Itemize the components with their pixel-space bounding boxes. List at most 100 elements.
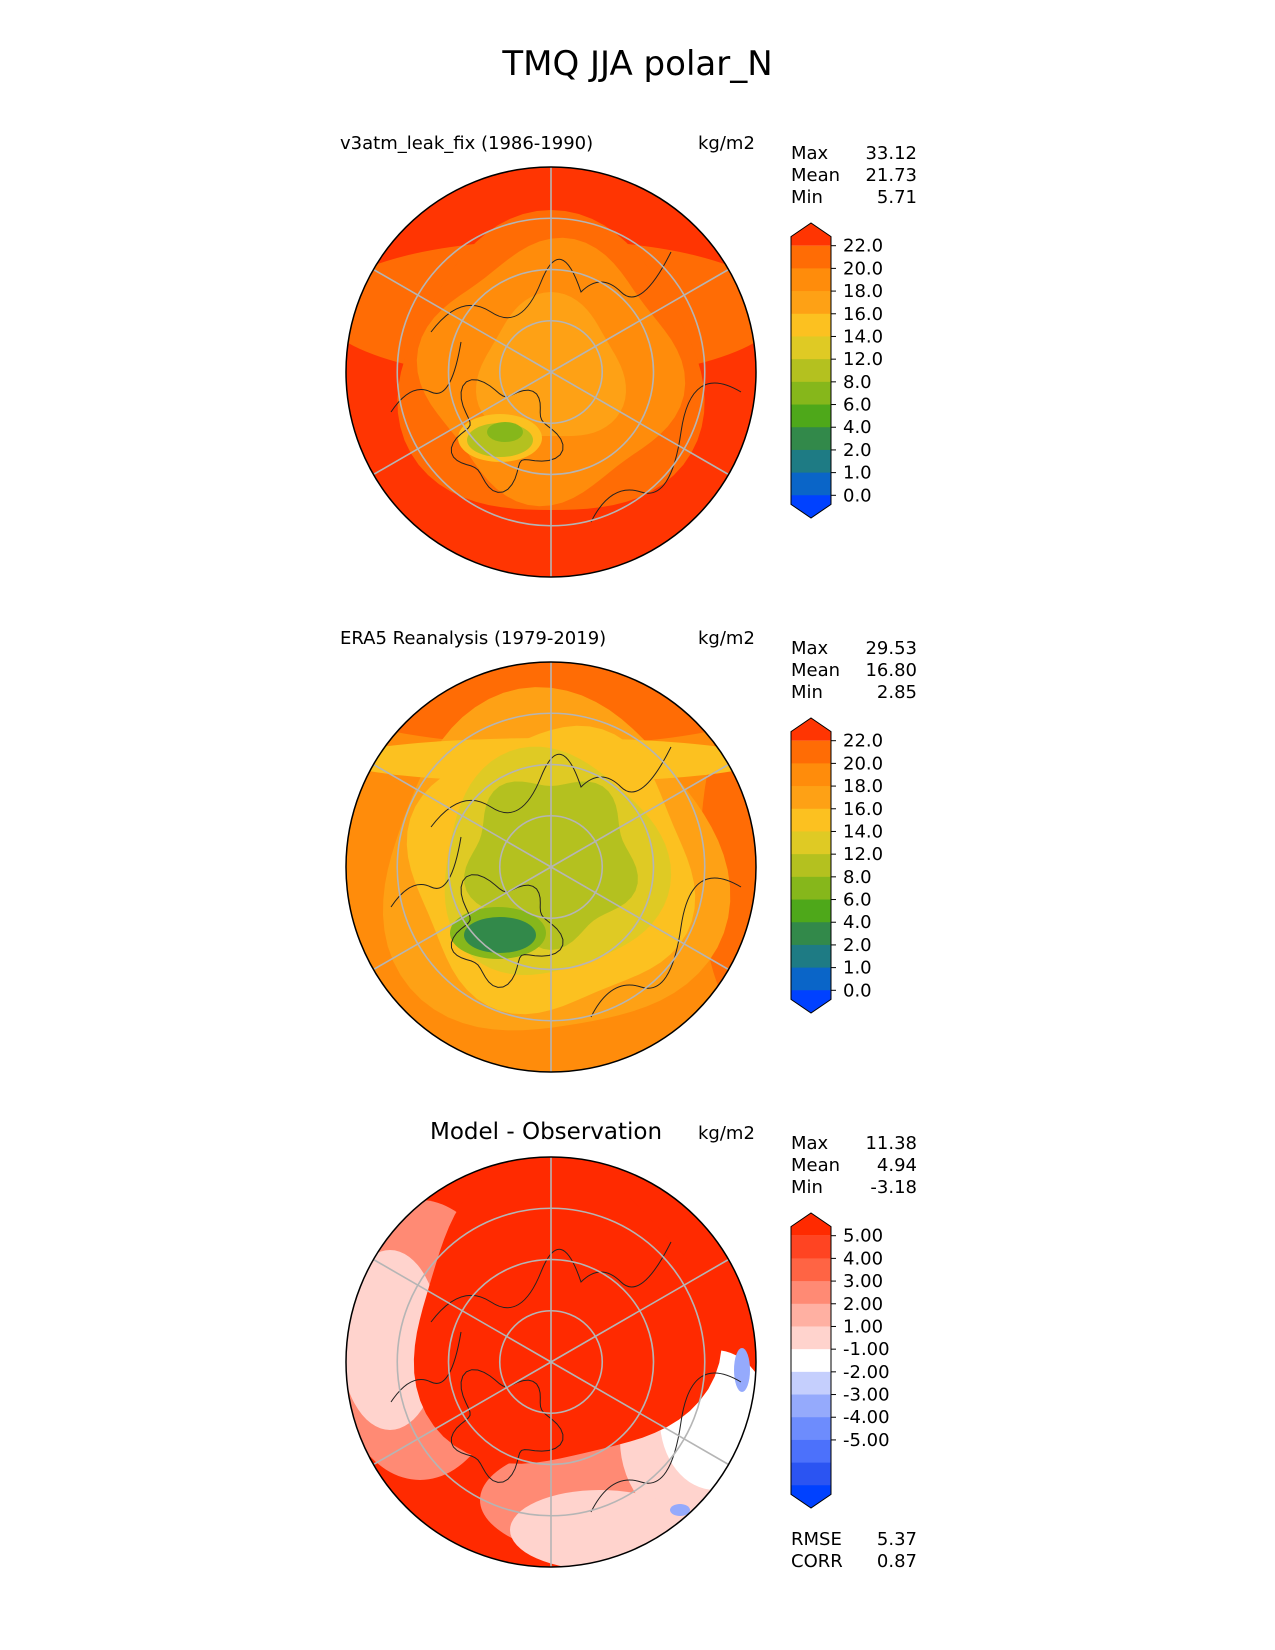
panel-3-max-label: Max	[791, 1133, 829, 1154]
meridian-line	[373, 1361, 552, 1466]
colorbar-swatch	[791, 1349, 831, 1373]
colorbar-tick-label: 22.0	[843, 236, 883, 257]
colorbar-swatch	[791, 336, 831, 360]
field-region	[670, 1504, 690, 1516]
field-region	[413, 1157, 722, 1464]
colorbar-tick-label: -1.00	[843, 1339, 890, 1360]
meridian-line	[550, 371, 729, 476]
panel-1-title: v3atm_leak_fix (1986-1990)	[340, 133, 594, 154]
panel-2-min-label: Min	[791, 682, 823, 703]
colorbar-tick-label: 20.0	[843, 258, 883, 279]
map-panel-1	[345, 166, 757, 578]
colorbar-swatch	[791, 740, 831, 764]
colorbar-tick-label: 1.0	[843, 463, 872, 484]
colorbar-tick-label: 20.0	[843, 753, 883, 774]
map-boundary	[345, 661, 757, 1073]
colorbar-swatch	[791, 854, 831, 878]
panel-3-min-value: -3.18	[870, 1177, 917, 1198]
corr-label: CORR	[791, 1551, 843, 1572]
panel-3-title: Model - Observation	[430, 1119, 663, 1145]
colorbar-top-arrow	[791, 718, 831, 741]
panel-3-max-value: 11.38	[865, 1133, 917, 1154]
colorbar-tick-label: 1.0	[843, 958, 872, 979]
colorbar-swatch	[791, 1326, 831, 1350]
meridian-line	[550, 1258, 729, 1363]
meridian-line	[550, 1361, 729, 1466]
colorbar-tick-label: 6.0	[843, 890, 872, 911]
colorbar-tick-label: 8.0	[843, 372, 872, 393]
canada-coast	[390, 341, 462, 413]
colorbar-swatch	[791, 1462, 831, 1486]
panel-2-min-value: 2.85	[876, 682, 917, 703]
colorbar-swatch	[791, 359, 831, 383]
colorbar-tick-label: 12.0	[843, 349, 883, 370]
greenland-coast	[450, 379, 564, 493]
colorbar-tick-label: 14.0	[843, 326, 883, 347]
panel-2-mean-value: 16.80	[865, 660, 917, 681]
meridian-line	[373, 866, 552, 971]
colorbar-swatch	[791, 831, 831, 855]
map-panel-3	[345, 1156, 757, 1568]
colorbar-tick-label: -2.00	[843, 1362, 890, 1383]
colorbar-outline	[790, 1212, 832, 1509]
colorbar-swatch	[791, 472, 831, 496]
colorbar-tick-label: 22.0	[843, 731, 883, 752]
colorbar-tick-label: 8.0	[843, 867, 872, 888]
colorbar-tick-label: 14.0	[843, 821, 883, 842]
meridian-line	[550, 763, 729, 868]
colorbar-tick-label: 12.0	[843, 844, 883, 865]
colorbar-swatch	[791, 1417, 831, 1441]
colorbar-swatch	[791, 1439, 831, 1464]
panel-3-mean-label: Mean	[791, 1155, 841, 1176]
colorbar-1: 22.020.018.016.014.012.08.06.04.02.01.00…	[790, 222, 883, 519]
meridian-line	[373, 1258, 552, 1363]
colorbar-tick-label: 5.00	[843, 1226, 883, 1247]
map-boundary	[345, 1156, 757, 1568]
arctic-coast	[430, 1241, 672, 1323]
colorbar-swatch	[791, 245, 831, 269]
colorbar-swatch	[791, 1258, 831, 1282]
colorbar-swatch	[791, 922, 831, 946]
colorbar-top-arrow	[791, 1213, 831, 1236]
colorbar-swatch	[791, 1371, 831, 1396]
panel-2-title: ERA5 Reanalysis (1979-2019)	[340, 628, 607, 649]
graticule	[373, 1157, 729, 1567]
meridian-line	[373, 268, 552, 373]
arctic-coast	[430, 746, 672, 828]
colorbar-outline	[790, 717, 832, 1014]
panel-1-min-value: 5.71	[876, 187, 917, 208]
colorbar-swatch	[791, 404, 831, 428]
colorbar-tick-label: 2.0	[843, 935, 872, 956]
panel-3-mean-value: 4.94	[876, 1155, 917, 1176]
colorbar-tick-label: -3.00	[843, 1385, 890, 1406]
colorbar-outline	[790, 222, 832, 519]
colorbar-tick-label: 0.0	[843, 485, 872, 506]
meridian-line	[373, 763, 552, 868]
colorbar-swatch	[791, 1394, 831, 1418]
meridian-line	[550, 268, 729, 373]
colorbar-tick-label: 6.0	[843, 395, 872, 416]
panel-3-units: kg/m2	[698, 1123, 755, 1144]
panel-1-units: kg/m2	[698, 133, 755, 154]
colorbar-tick-label: 3.00	[843, 1271, 883, 1292]
greenland-coast	[450, 1369, 564, 1483]
colorbar-tick-label: 18.0	[843, 281, 883, 302]
colorbar-tick-label: 4.0	[843, 417, 872, 438]
greenland-coast	[450, 874, 564, 988]
graticule	[373, 662, 729, 1072]
colorbar-swatch	[791, 291, 831, 315]
colorbar-tick-label: 18.0	[843, 776, 883, 797]
colorbar-swatch	[791, 967, 831, 991]
colorbar-2: 22.020.018.016.014.012.08.06.04.02.01.00…	[790, 717, 883, 1014]
colorbar-tick-label: 16.0	[843, 304, 883, 325]
colorbar-tick-label: -5.00	[843, 1430, 890, 1451]
colorbar-tick-label: 16.0	[843, 799, 883, 820]
panel-2-max-label: Max	[791, 638, 829, 659]
panel-3-min-label: Min	[791, 1177, 823, 1198]
colorbar-swatch	[791, 449, 831, 474]
rmse-value: 5.37	[876, 1529, 917, 1550]
colorbar-tick-label: 4.0	[843, 912, 872, 933]
colorbar-tick-label: 1.00	[843, 1316, 883, 1337]
panel-1-max-value: 33.12	[865, 143, 917, 164]
